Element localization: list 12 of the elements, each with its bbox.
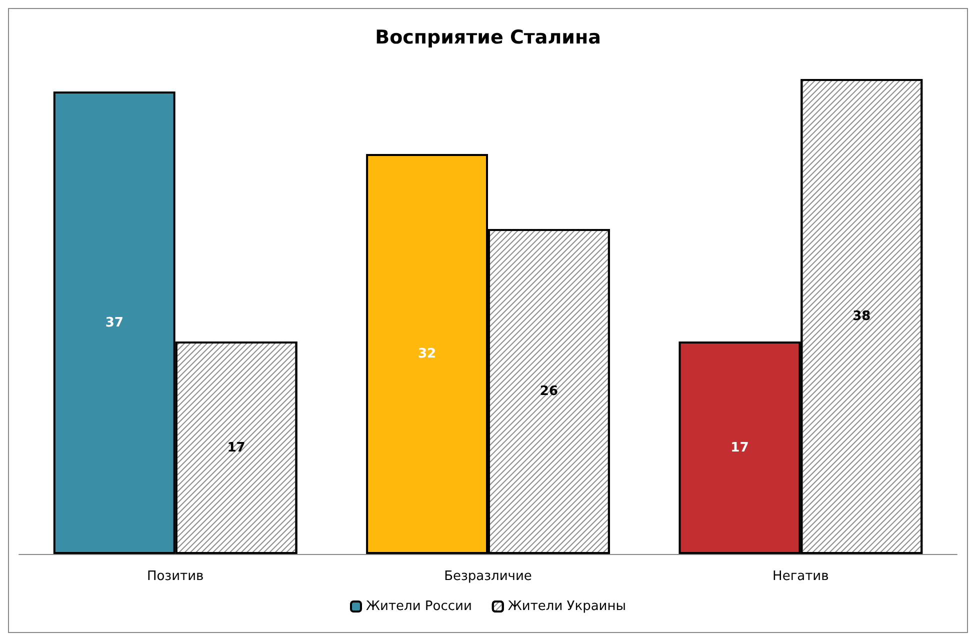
x-tick-label: Позитив — [146, 569, 204, 584]
x-tick-label: Безразличие — [444, 569, 532, 584]
x-tick-label: Негатив — [772, 569, 829, 584]
data-label: 26 — [540, 384, 558, 399]
legend-label: Жители России — [366, 599, 472, 614]
legend-label: Жители Украины — [508, 599, 626, 614]
data-label: 17 — [227, 440, 246, 456]
chart-title: Восприятие Сталина — [375, 26, 601, 48]
data-label: 37 — [105, 315, 124, 330]
data-label: 17 — [730, 440, 749, 456]
data-label: 32 — [418, 346, 436, 362]
data-label: 38 — [852, 309, 871, 324]
